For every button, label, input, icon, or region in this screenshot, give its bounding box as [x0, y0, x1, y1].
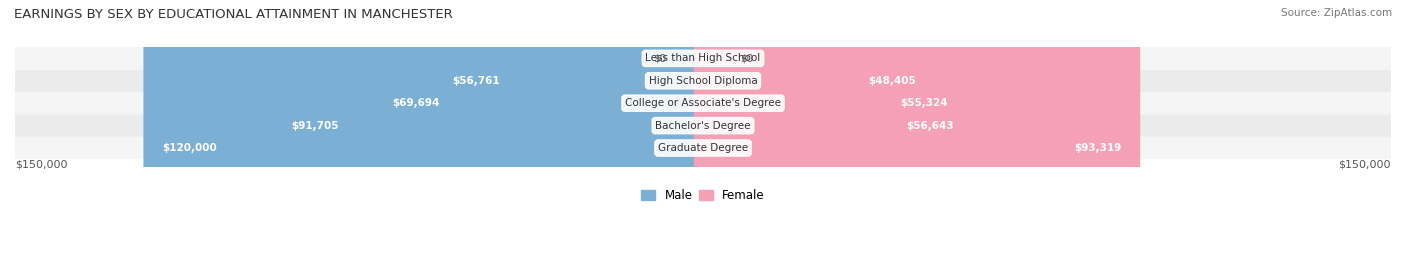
- FancyBboxPatch shape: [15, 137, 1391, 159]
- Text: $150,000: $150,000: [1339, 160, 1391, 170]
- Text: $56,643: $56,643: [905, 121, 953, 131]
- FancyBboxPatch shape: [15, 47, 1391, 70]
- FancyBboxPatch shape: [693, 0, 934, 268]
- FancyBboxPatch shape: [374, 0, 713, 268]
- Legend: Male, Female: Male, Female: [637, 184, 769, 207]
- FancyBboxPatch shape: [693, 0, 1140, 268]
- Text: $48,405: $48,405: [868, 76, 915, 86]
- FancyBboxPatch shape: [433, 0, 713, 268]
- Text: $150,000: $150,000: [15, 160, 67, 170]
- Text: High School Diploma: High School Diploma: [648, 76, 758, 86]
- FancyBboxPatch shape: [15, 114, 1391, 137]
- Text: $0: $0: [654, 53, 666, 63]
- Text: EARNINGS BY SEX BY EDUCATIONAL ATTAINMENT IN MANCHESTER: EARNINGS BY SEX BY EDUCATIONAL ATTAINMEN…: [14, 8, 453, 21]
- Text: $93,319: $93,319: [1074, 143, 1122, 153]
- Text: $56,761: $56,761: [451, 76, 499, 86]
- FancyBboxPatch shape: [693, 0, 966, 268]
- Text: Bachelor's Degree: Bachelor's Degree: [655, 121, 751, 131]
- FancyBboxPatch shape: [143, 0, 713, 268]
- Text: $0: $0: [740, 53, 752, 63]
- FancyBboxPatch shape: [273, 0, 713, 268]
- FancyBboxPatch shape: [15, 92, 1391, 114]
- Text: Graduate Degree: Graduate Degree: [658, 143, 748, 153]
- FancyBboxPatch shape: [693, 0, 972, 268]
- Text: $91,705: $91,705: [291, 121, 339, 131]
- Text: Less than High School: Less than High School: [645, 53, 761, 63]
- Text: $69,694: $69,694: [392, 98, 440, 108]
- FancyBboxPatch shape: [15, 70, 1391, 92]
- Text: College or Associate's Degree: College or Associate's Degree: [626, 98, 780, 108]
- Text: $55,324: $55,324: [900, 98, 948, 108]
- Text: Source: ZipAtlas.com: Source: ZipAtlas.com: [1281, 8, 1392, 18]
- Text: $120,000: $120,000: [162, 143, 217, 153]
